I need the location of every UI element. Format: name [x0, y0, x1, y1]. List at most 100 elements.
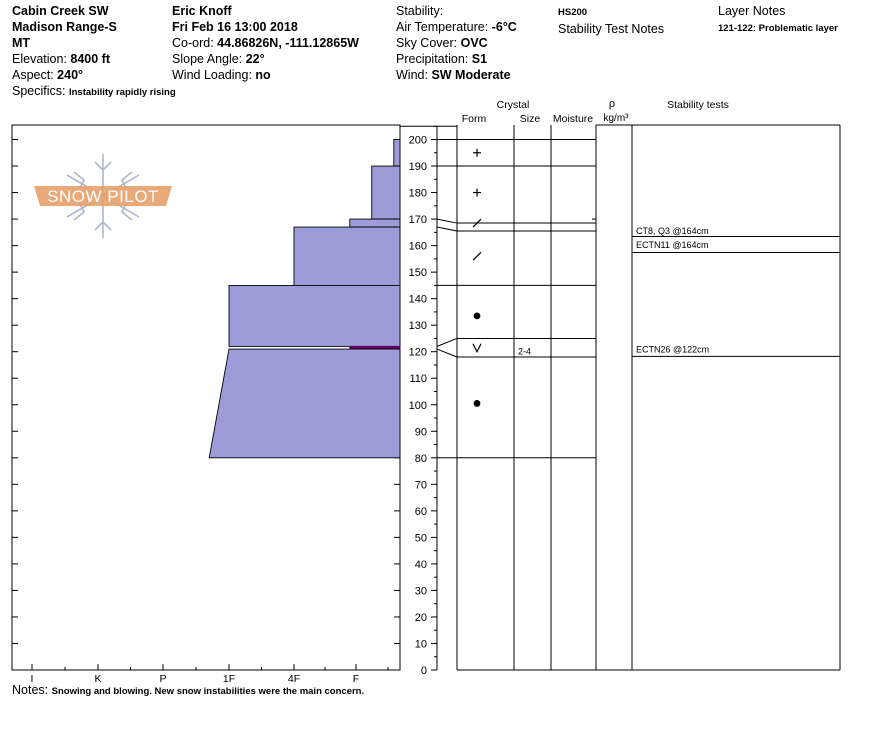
- stability-test-label: ECTN26 @122cm: [636, 344, 709, 354]
- wind-label: Wind:: [396, 68, 428, 82]
- depth-label: 200: [409, 135, 427, 147]
- observation-datetime: Fri Feb 16 13:00 2018: [172, 20, 298, 34]
- round-grain-icon: [473, 312, 481, 320]
- notes-line: Notes: Snowing and blowing. New snow ins…: [12, 683, 364, 697]
- hardness-label: K: [94, 673, 101, 685]
- depth-label: 100: [409, 400, 427, 412]
- depth-label: 160: [409, 241, 427, 253]
- surface-hoar-icon: [472, 343, 482, 354]
- layer-bar: [228, 284, 401, 347]
- layer-bar: [208, 348, 401, 459]
- layer-notes-title: Layer Notes: [718, 4, 786, 18]
- elevation-label: Elevation:: [12, 52, 67, 66]
- wind-value: SW Moderate: [431, 68, 511, 82]
- layer-bar: [393, 139, 401, 167]
- layer-notes-value: 121-122: Problematic layer: [718, 23, 838, 34]
- depth-label: 80: [415, 453, 427, 465]
- location-state: MT: [12, 36, 31, 50]
- depth-axis: 0 10 20 30 40 50 60 70 80 90 100 110 120 130 140 150 160…: [409, 125, 438, 677]
- layer-notes-block: Layer Notes 121-122: Problematic layer: [718, 3, 838, 37]
- round-grain-icon: [473, 400, 481, 407]
- elevation-value: 8400 ft: [70, 52, 110, 66]
- depth-label: 20: [415, 612, 427, 624]
- stability-test-label: CT8, Q3 @164cm: [636, 226, 709, 236]
- hardness-label: 4F: [288, 673, 300, 685]
- layer-boundaries: [400, 124, 632, 459]
- aspect-label: Aspect:: [12, 68, 54, 82]
- depth-label: 40: [415, 559, 427, 571]
- hardness-label: 1F: [223, 673, 235, 685]
- weather-block: Stability: Air Temperature: -6°C Sky Cov…: [396, 3, 517, 83]
- density-unit: kg/m³: [604, 113, 630, 124]
- depth-label: 130: [409, 320, 427, 332]
- air-temp-label: Air Temperature:: [396, 20, 489, 34]
- layer-connector: [436, 218, 458, 224]
- slope-value: 22°: [245, 52, 265, 66]
- stability-test-results: CT8, Q3 @164cm ECTN11 @164cm ECTN26 @122cm: [592, 218, 840, 357]
- depth-label: 30: [415, 585, 427, 597]
- layer-connector: [436, 226, 458, 232]
- depth-label: 50: [415, 532, 427, 544]
- precip-label: Precipitation:: [396, 52, 469, 66]
- coord-value: 44.86826N, -111.12865W: [217, 36, 359, 50]
- hardness-axis: I K P 1F 4F F: [12, 139, 400, 685]
- layer-hardness-bars: [208, 139, 401, 459]
- depth-label: 90: [415, 426, 427, 438]
- stability-label: Stability:: [396, 4, 444, 18]
- decomposing-particle-icon: [472, 251, 482, 261]
- depth-label: 120: [409, 347, 427, 359]
- decomposing-particle-icon: [472, 218, 482, 228]
- layer-bar: [371, 165, 401, 220]
- location-block: Cabin Creek SW Madison Range-S MT Elevat…: [12, 3, 176, 101]
- specifics-label: Specifics:: [12, 84, 66, 98]
- observer-block: Eric Knoff Fri Feb 16 13:00 2018 Co-ord:…: [172, 3, 359, 83]
- depth-label: 190: [409, 161, 427, 173]
- specifics-value: Instability rapidly rising: [68, 87, 176, 98]
- layer-bar: [293, 226, 401, 286]
- notes-label: Notes:: [12, 683, 49, 697]
- depth-label: 70: [415, 479, 427, 491]
- slope-label: Slope Angle:: [172, 52, 243, 66]
- moisture-header: Moisture: [553, 113, 593, 125]
- location-name: Cabin Creek SW: [12, 4, 109, 18]
- observer-name: Eric Knoff: [172, 4, 232, 18]
- stability-tests-header: Stability tests: [667, 99, 729, 111]
- grain-size-label: 2-4: [518, 346, 531, 356]
- depth-label: 0: [421, 665, 427, 677]
- snowpilot-logo: SNOW PILOT: [34, 154, 172, 238]
- air-temp-value: -6°C: [491, 20, 517, 34]
- grain-form-symbols: 2-4: [472, 148, 531, 407]
- crystal-header: Crystal: [497, 99, 530, 111]
- depth-label: 110: [409, 373, 427, 385]
- depth-label: 140: [409, 294, 427, 306]
- depth-label: 60: [415, 506, 427, 518]
- hs-block: HS200 Stability Test Notes: [558, 3, 664, 37]
- notes-text: Snowing and blowing. New snow instabilit…: [51, 686, 365, 697]
- layer-connector: [436, 337, 458, 347]
- precip-value: S1: [471, 52, 488, 66]
- hardness-label: P: [159, 673, 166, 685]
- form-header: Form: [462, 113, 487, 125]
- layer-bar: [349, 218, 401, 228]
- depth-label: 10: [415, 638, 427, 650]
- wind-loading-value: no: [255, 68, 271, 82]
- depth-label: 150: [409, 267, 427, 279]
- hardness-label: I: [31, 673, 34, 685]
- location-range: Madison Range-S: [12, 20, 117, 34]
- stability-test-label: ECTN11 @164cm: [636, 240, 709, 250]
- sky-label: Sky Cover:: [396, 36, 458, 50]
- logo-text: SNOW PILOT: [47, 187, 159, 206]
- size-header: Size: [520, 113, 541, 125]
- hs-value: HS200: [558, 7, 588, 18]
- coord-label: Co-ord:: [172, 36, 214, 50]
- wind-loading-label: Wind Loading:: [172, 68, 252, 82]
- stability-test-notes-title: Stability Test Notes: [558, 22, 665, 36]
- density-symbol: ρ: [609, 98, 615, 110]
- depth-label: 170: [409, 214, 427, 226]
- hardness-label: F: [353, 673, 359, 685]
- sky-value: OVC: [460, 36, 488, 50]
- layer-connector: [436, 348, 458, 358]
- aspect-value: 240°: [57, 68, 84, 82]
- depth-label: 180: [409, 188, 427, 200]
